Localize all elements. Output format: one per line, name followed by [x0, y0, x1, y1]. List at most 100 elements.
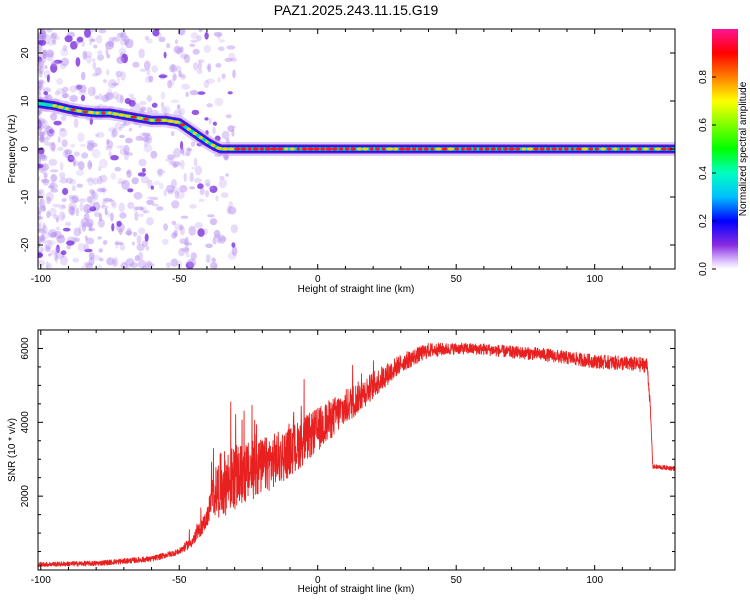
- noise-blob: [73, 161, 80, 166]
- noise-blob: [61, 91, 68, 99]
- noise-blob: [197, 183, 204, 190]
- noise-blob: [60, 250, 67, 256]
- noise-blob: [94, 95, 100, 100]
- tone-core: [179, 123, 186, 127]
- tone-core: [124, 114, 131, 118]
- noise-blob: [133, 103, 141, 111]
- tone-core: [479, 147, 484, 151]
- noise-blob: [72, 236, 79, 243]
- noise-blob: [194, 165, 203, 176]
- x-tick-label: 0: [315, 274, 321, 285]
- noise-blob: [42, 205, 46, 212]
- noise-blob: [217, 77, 221, 83]
- noise-blob: [185, 253, 191, 258]
- noise-blob: [38, 81, 42, 91]
- noise-blob: [138, 213, 144, 218]
- colorbar-tick-label: 0.6: [698, 118, 709, 132]
- noise-blob: [49, 181, 56, 190]
- noise-blob: [38, 222, 42, 232]
- noise-blob: [75, 207, 80, 217]
- noise-blob: [219, 175, 225, 181]
- noise-blob: [128, 127, 133, 132]
- noise-blob: [64, 149, 73, 155]
- tone-core: [143, 117, 149, 121]
- noise-blob: [38, 84, 42, 89]
- noise-blob: [60, 115, 67, 121]
- chart-title: PAZ1.2025.243.11.15.G19: [274, 2, 439, 18]
- noise-blob: [72, 195, 79, 204]
- noise-blob: [39, 131, 45, 141]
- noise-blob: [143, 143, 153, 153]
- noise-blob: [193, 157, 198, 167]
- tone-core: [173, 120, 180, 124]
- noise-blob: [181, 83, 191, 90]
- noise-blob: [174, 223, 183, 231]
- noise-blob: [146, 106, 153, 114]
- noise-blob: [80, 94, 86, 102]
- tone-core: [381, 147, 386, 151]
- noise-blob: [62, 86, 69, 93]
- noise-blob: [145, 134, 152, 144]
- noise-blob: [116, 75, 120, 84]
- noise-blob: [148, 75, 154, 83]
- noise-blob: [178, 108, 186, 116]
- tone-core: [649, 147, 654, 151]
- noise-blob: [50, 63, 58, 73]
- noise-blob: [40, 179, 50, 183]
- noise-blob: [144, 233, 149, 242]
- noise-blob: [231, 242, 236, 248]
- noise-blob: [46, 74, 50, 83]
- noise-blob: [125, 230, 133, 236]
- tone-core: [435, 147, 442, 151]
- noise-blob: [119, 94, 124, 104]
- noise-blob: [150, 185, 154, 190]
- noise-blob: [69, 196, 79, 203]
- noise-blob: [132, 61, 140, 68]
- noise-blob: [38, 80, 46, 84]
- noise-blob: [68, 202, 77, 211]
- noise-blob: [59, 161, 64, 171]
- noise-blob: [116, 145, 125, 149]
- noise-blob: [50, 231, 58, 238]
- noise-blob: [217, 46, 225, 52]
- noise-blob: [147, 196, 152, 200]
- noise-blob: [102, 186, 106, 195]
- noise-blob: [90, 191, 99, 201]
- colorbar-tick-label: 0.4: [698, 166, 709, 180]
- noise-blob: [38, 91, 41, 96]
- tone-core: [107, 111, 112, 115]
- noise-blob: [118, 127, 122, 131]
- tone-core: [101, 111, 106, 115]
- noise-blob: [59, 128, 68, 138]
- noise-blob: [79, 143, 86, 147]
- tone-core: [526, 147, 534, 151]
- noise-blob: [114, 122, 123, 129]
- noise-blob: [216, 237, 221, 244]
- noise-blob: [96, 187, 106, 193]
- noise-blob: [197, 228, 205, 237]
- noise-blob: [134, 255, 140, 262]
- noise-blob: [42, 49, 47, 60]
- noise-blob: [137, 172, 146, 177]
- noise-blob: [50, 112, 58, 121]
- noise-blob: [87, 86, 96, 97]
- noise-blob: [208, 117, 212, 125]
- snr-xlabel: Height of straight line (km): [298, 584, 415, 595]
- noise-blob: [176, 191, 185, 200]
- noise-blob: [81, 41, 85, 47]
- tone-core: [613, 147, 618, 151]
- noise-blob: [38, 131, 46, 137]
- noise-blob: [193, 177, 203, 184]
- noise-blob: [146, 69, 151, 76]
- noise-blob: [45, 192, 54, 202]
- tone-core: [447, 147, 455, 151]
- noise-blob: [89, 188, 95, 194]
- noise-blob: [213, 31, 223, 37]
- tone-core: [454, 147, 459, 151]
- noise-blob: [172, 164, 178, 168]
- noise-blob: [199, 29, 204, 32]
- noise-blob: [189, 186, 195, 190]
- noise-blob: [163, 189, 168, 197]
- noise-blob: [107, 88, 113, 97]
- tone-core: [398, 147, 406, 151]
